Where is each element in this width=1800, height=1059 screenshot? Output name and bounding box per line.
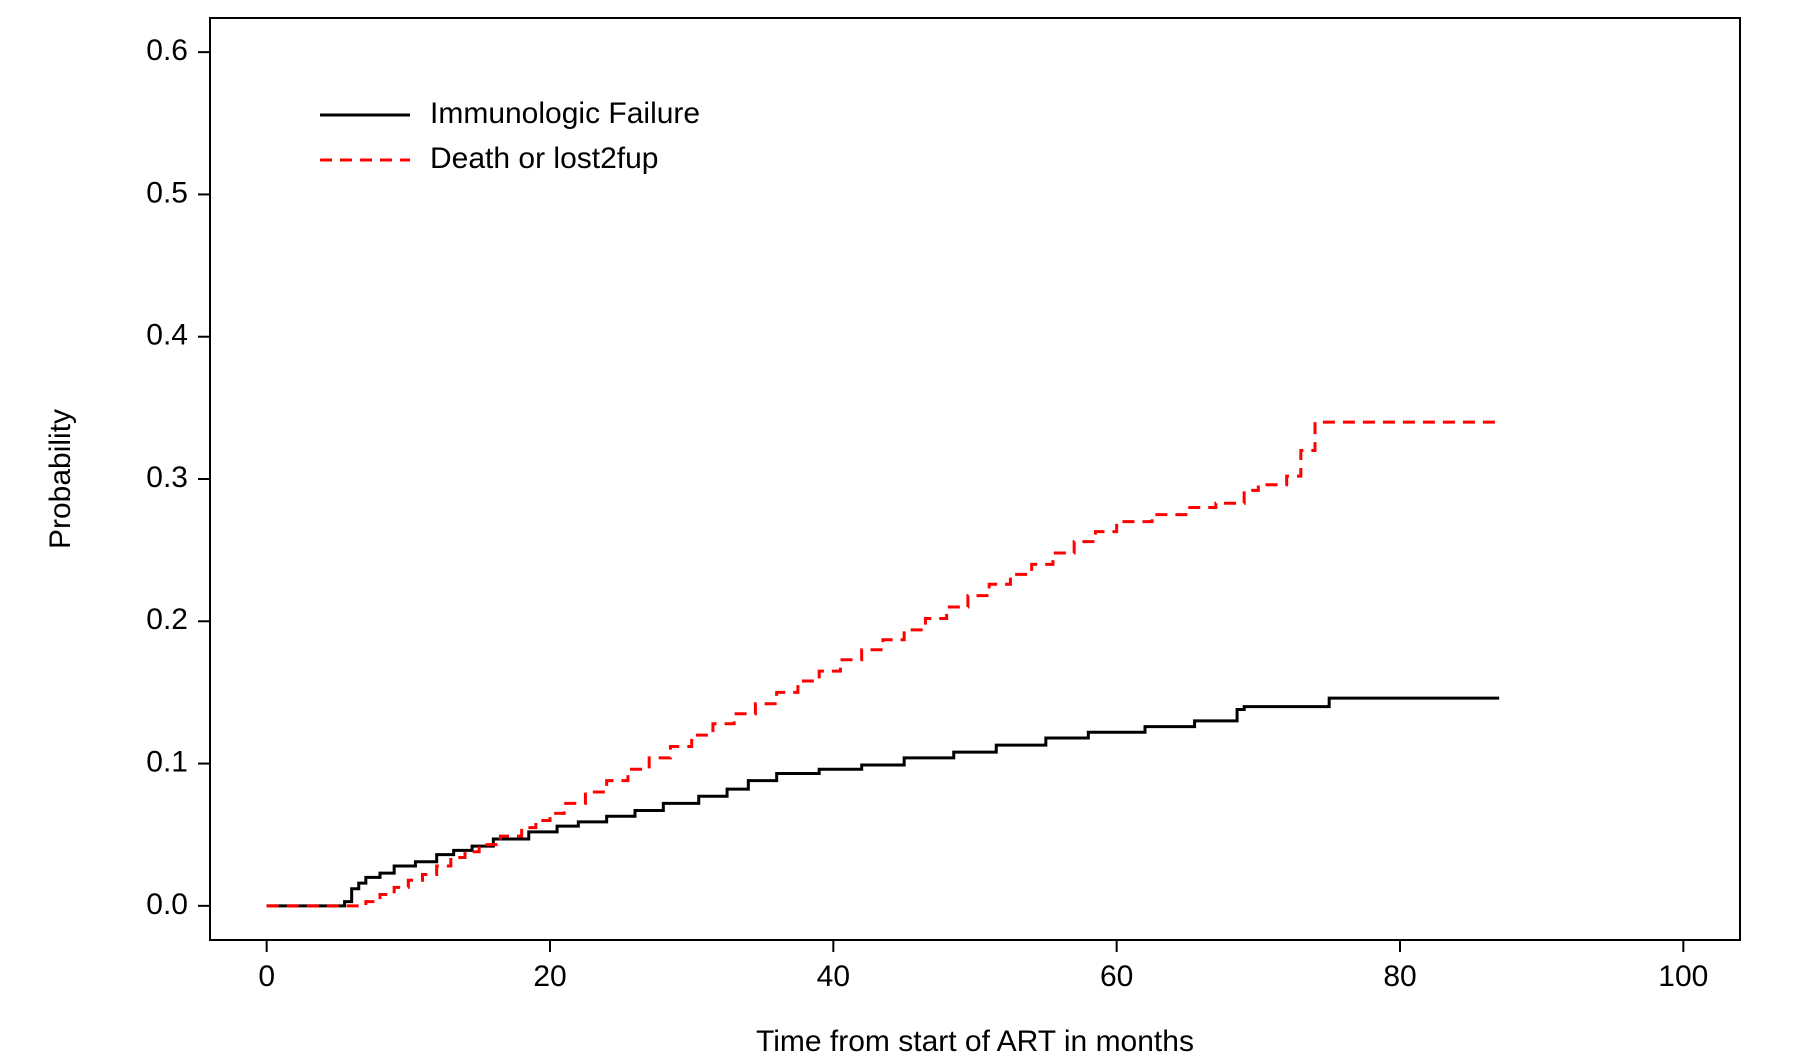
legend-label: Death or lost2fup [430, 142, 658, 175]
x-tick-label: 60 [1100, 960, 1133, 993]
x-axis-label: Time from start of ART in months [756, 1025, 1194, 1058]
x-tick-label: 100 [1658, 960, 1708, 993]
y-tick-label: 0.3 [146, 461, 188, 494]
series-immunologic-failure [267, 698, 1500, 906]
series-death-or-lost2fup [267, 422, 1500, 906]
chart-container: 0 20 40 60 80 100 0.0 0.1 0.2 0.3 0.4 0.5 0.6 Time fr… [0, 0, 1800, 1059]
x-tick-label: 0 [258, 960, 275, 993]
y-tick-label: 0.5 [146, 176, 188, 209]
y-tick-label: 0.6 [146, 34, 188, 67]
x-tick-label: 80 [1383, 960, 1416, 993]
survival-step-chart: 0 20 40 60 80 100 0.0 0.1 0.2 0.3 0.4 0.5 0.6 Time fr… [0, 0, 1800, 1059]
y-axis-label: Probability [44, 409, 77, 549]
y-tick-label: 0.2 [146, 603, 188, 636]
y-tick-label: 0.0 [146, 888, 188, 921]
y-tick-label: 0.1 [146, 745, 188, 778]
x-tick-label: 20 [533, 960, 566, 993]
x-tick-label: 40 [817, 960, 850, 993]
legend-label: Immunologic Failure [430, 97, 700, 130]
y-tick-label: 0.4 [146, 319, 188, 352]
